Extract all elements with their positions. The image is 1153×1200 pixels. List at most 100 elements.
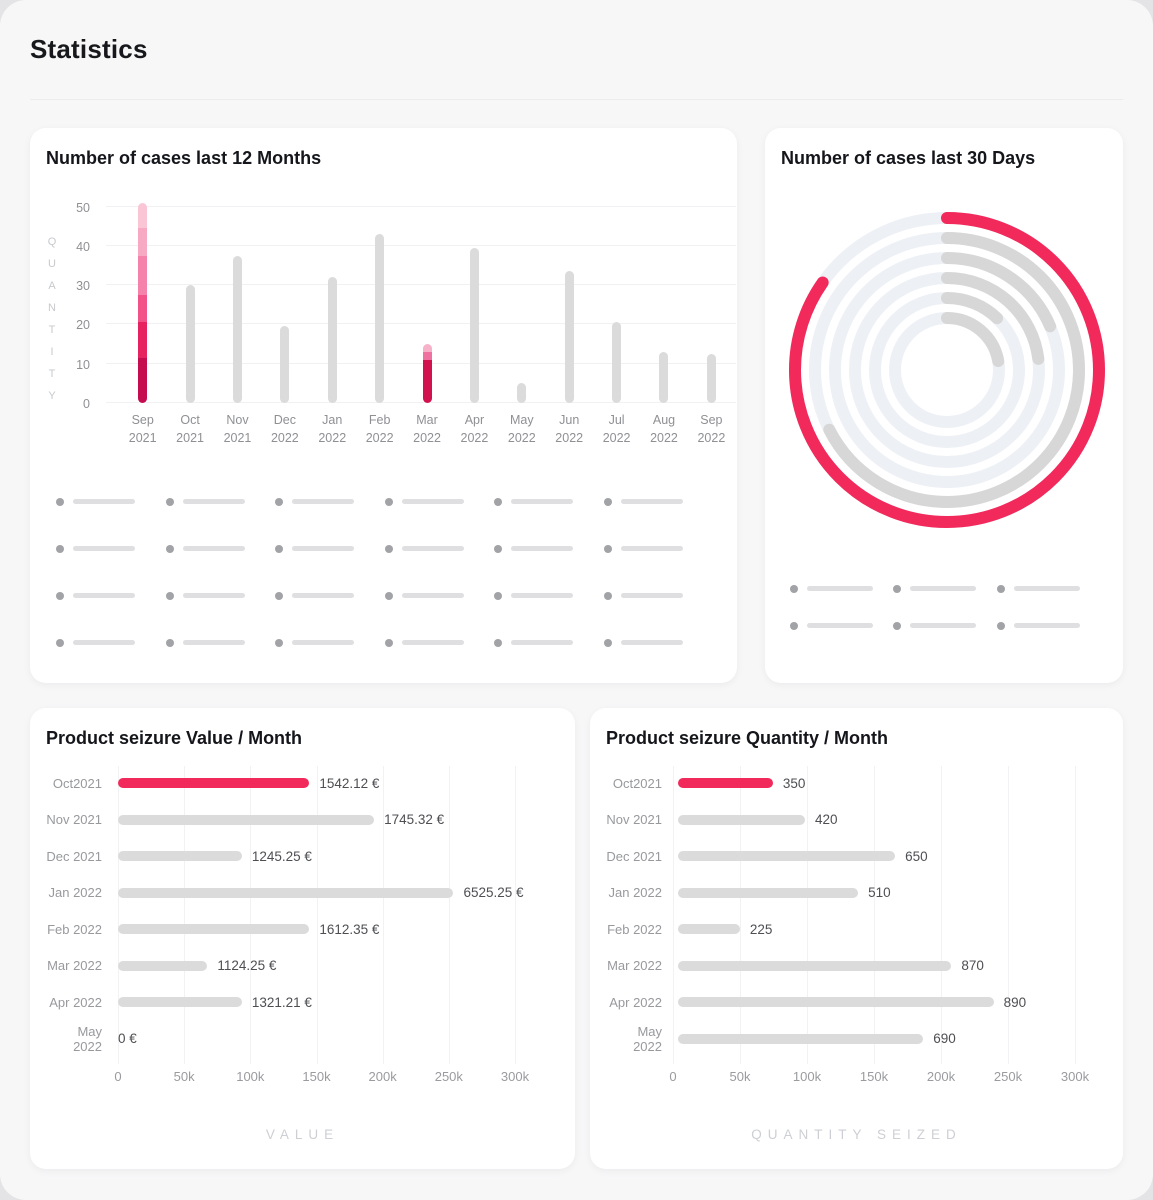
legend-dot	[56, 638, 64, 647]
bar-mar2022[interactable]	[678, 960, 952, 971]
ring-arc-1[interactable]	[789, 212, 1105, 528]
card-title: Product seizure Quantity / Month	[606, 728, 889, 748]
bar-mar2022[interactable]	[118, 960, 208, 971]
bar-jan-2022[interactable]	[327, 277, 337, 403]
legend-skeleton-item	[165, 591, 276, 600]
bar-value-label: 6525.25 €	[463, 885, 524, 901]
y-tick-label: 20	[76, 318, 90, 333]
bar-segment	[422, 344, 432, 352]
bar-oct2021[interactable]	[118, 778, 310, 789]
row-plot: 1542.12 €	[118, 776, 515, 791]
legend-dot	[56, 591, 64, 600]
bar-may-2022[interactable]	[517, 383, 527, 403]
gridline	[184, 766, 186, 1064]
row-plot: 870	[678, 958, 1080, 973]
legend-skeleton-item	[56, 591, 166, 600]
y-tick-label: 10	[76, 357, 90, 372]
legend-line	[511, 593, 573, 598]
bar-row-apr2022: Apr 2022 890	[606, 984, 1123, 1021]
legend-skeleton-item	[603, 638, 714, 647]
x-tick-label: Sep 2022	[697, 413, 726, 445]
x-axis-caption: QUANTITY SEIZED	[751, 1127, 962, 1142]
bar-value-label: 1245.25 €	[251, 848, 312, 864]
gridline	[106, 402, 736, 403]
bar-jan2022[interactable]	[118, 887, 454, 898]
x-tick-label: Dec 2022	[270, 413, 299, 445]
bar-jul-2022[interactable]	[612, 322, 622, 403]
bar-oct-2021[interactable]	[185, 285, 195, 403]
row-label: Feb 2022	[47, 921, 102, 937]
ring-arc-2[interactable]	[809, 232, 1085, 508]
bar-row-may2022: May 2022 690	[606, 1021, 1123, 1058]
x-tick-label: 100k	[792, 1069, 822, 1084]
ring-arc-5[interactable]	[869, 292, 1025, 448]
x-axis-labels: Sep 2021 Oct 2021 Nov 2021 Dec 2022 Jan 2022 Feb 20…	[119, 411, 735, 447]
card-product-seizure-quantity: Product seizure Quantity / Month Oct2021…	[590, 708, 1123, 1169]
legend-dot	[494, 591, 502, 600]
bar-dec2021[interactable]	[118, 851, 242, 862]
row-plot: 890	[678, 995, 1080, 1010]
ring-arc-4[interactable]	[849, 272, 1045, 468]
bar-row-dec2021: Dec 2021 1245.25 €	[46, 838, 575, 875]
bar-aug-2022[interactable]	[659, 351, 669, 403]
bar-feb2022[interactable]	[118, 924, 310, 935]
bar-dec2021[interactable]	[678, 851, 896, 862]
page-title: Statistics	[30, 34, 148, 64]
bar-oct2021[interactable]	[678, 778, 773, 789]
bar-apr-2022[interactable]	[469, 247, 479, 403]
bar-segment	[138, 357, 148, 403]
bar-apr2022[interactable]	[118, 997, 242, 1008]
legend-dot	[603, 638, 612, 647]
bar-feb-2022[interactable]	[375, 234, 385, 403]
gridline	[515, 766, 516, 1064]
legend-line	[620, 499, 683, 504]
row-label: Mar 2022	[607, 958, 662, 974]
bar-jan2022[interactable]	[678, 887, 859, 898]
bar-value-label: 420	[815, 812, 838, 828]
x-tick-label: Aug 2022	[650, 413, 678, 445]
x-tick-label: Nov 2021	[223, 413, 252, 445]
x-tick-label: Jan 2022	[318, 413, 347, 445]
bar-may2022[interactable]	[678, 1033, 924, 1044]
row-plot: 1245.25 €	[118, 849, 515, 864]
legend-dot	[790, 584, 798, 593]
legend-skeleton-item	[603, 497, 714, 506]
bar-jun-2022[interactable]	[564, 271, 574, 403]
y-tick-label: 30	[76, 279, 90, 294]
legend-skeleton-item	[384, 638, 495, 647]
gridline	[118, 766, 119, 1064]
legend-dot	[893, 621, 902, 630]
bar-feb2022[interactable]	[678, 924, 740, 935]
row-label: Nov 2021	[606, 812, 662, 828]
legend-skeleton-item	[275, 497, 385, 506]
bar-apr2022[interactable]	[678, 997, 994, 1008]
legend-skeleton-item	[603, 544, 714, 553]
x-tick-label: 200k	[926, 1069, 956, 1084]
bar-dec-2022[interactable]	[280, 326, 290, 403]
bar-nov2021[interactable]	[678, 814, 806, 825]
row-plot: 420	[678, 812, 1080, 827]
bar-value-label: 350	[782, 775, 806, 791]
row-label: May 2022	[73, 1023, 102, 1054]
legend-skeleton-item	[275, 638, 385, 647]
legend-line	[807, 586, 873, 591]
bar-mar-2022[interactable]	[422, 344, 432, 403]
legend-skeleton-item	[790, 621, 893, 630]
x-tick-label: 250k	[993, 1069, 1023, 1084]
bar-nov2021[interactable]	[118, 814, 375, 825]
ring-arc-6[interactable]	[889, 312, 1005, 428]
legend-dot	[275, 544, 283, 553]
row-plot: 690	[678, 1031, 1080, 1046]
bar-sep-2022[interactable]	[706, 353, 716, 403]
legend-skeleton-item	[494, 638, 604, 647]
bar-nov-2021[interactable]	[232, 255, 242, 403]
legend-skeleton-item	[165, 638, 276, 647]
y-tick-label: 40	[76, 239, 90, 254]
legend-dot	[384, 638, 393, 647]
bar-value-label: 1542.12 €	[319, 775, 380, 791]
ring-arc-3[interactable]	[829, 252, 1065, 488]
bar-sep-2021[interactable]	[138, 202, 148, 403]
x-tick-label: 0	[114, 1069, 122, 1084]
